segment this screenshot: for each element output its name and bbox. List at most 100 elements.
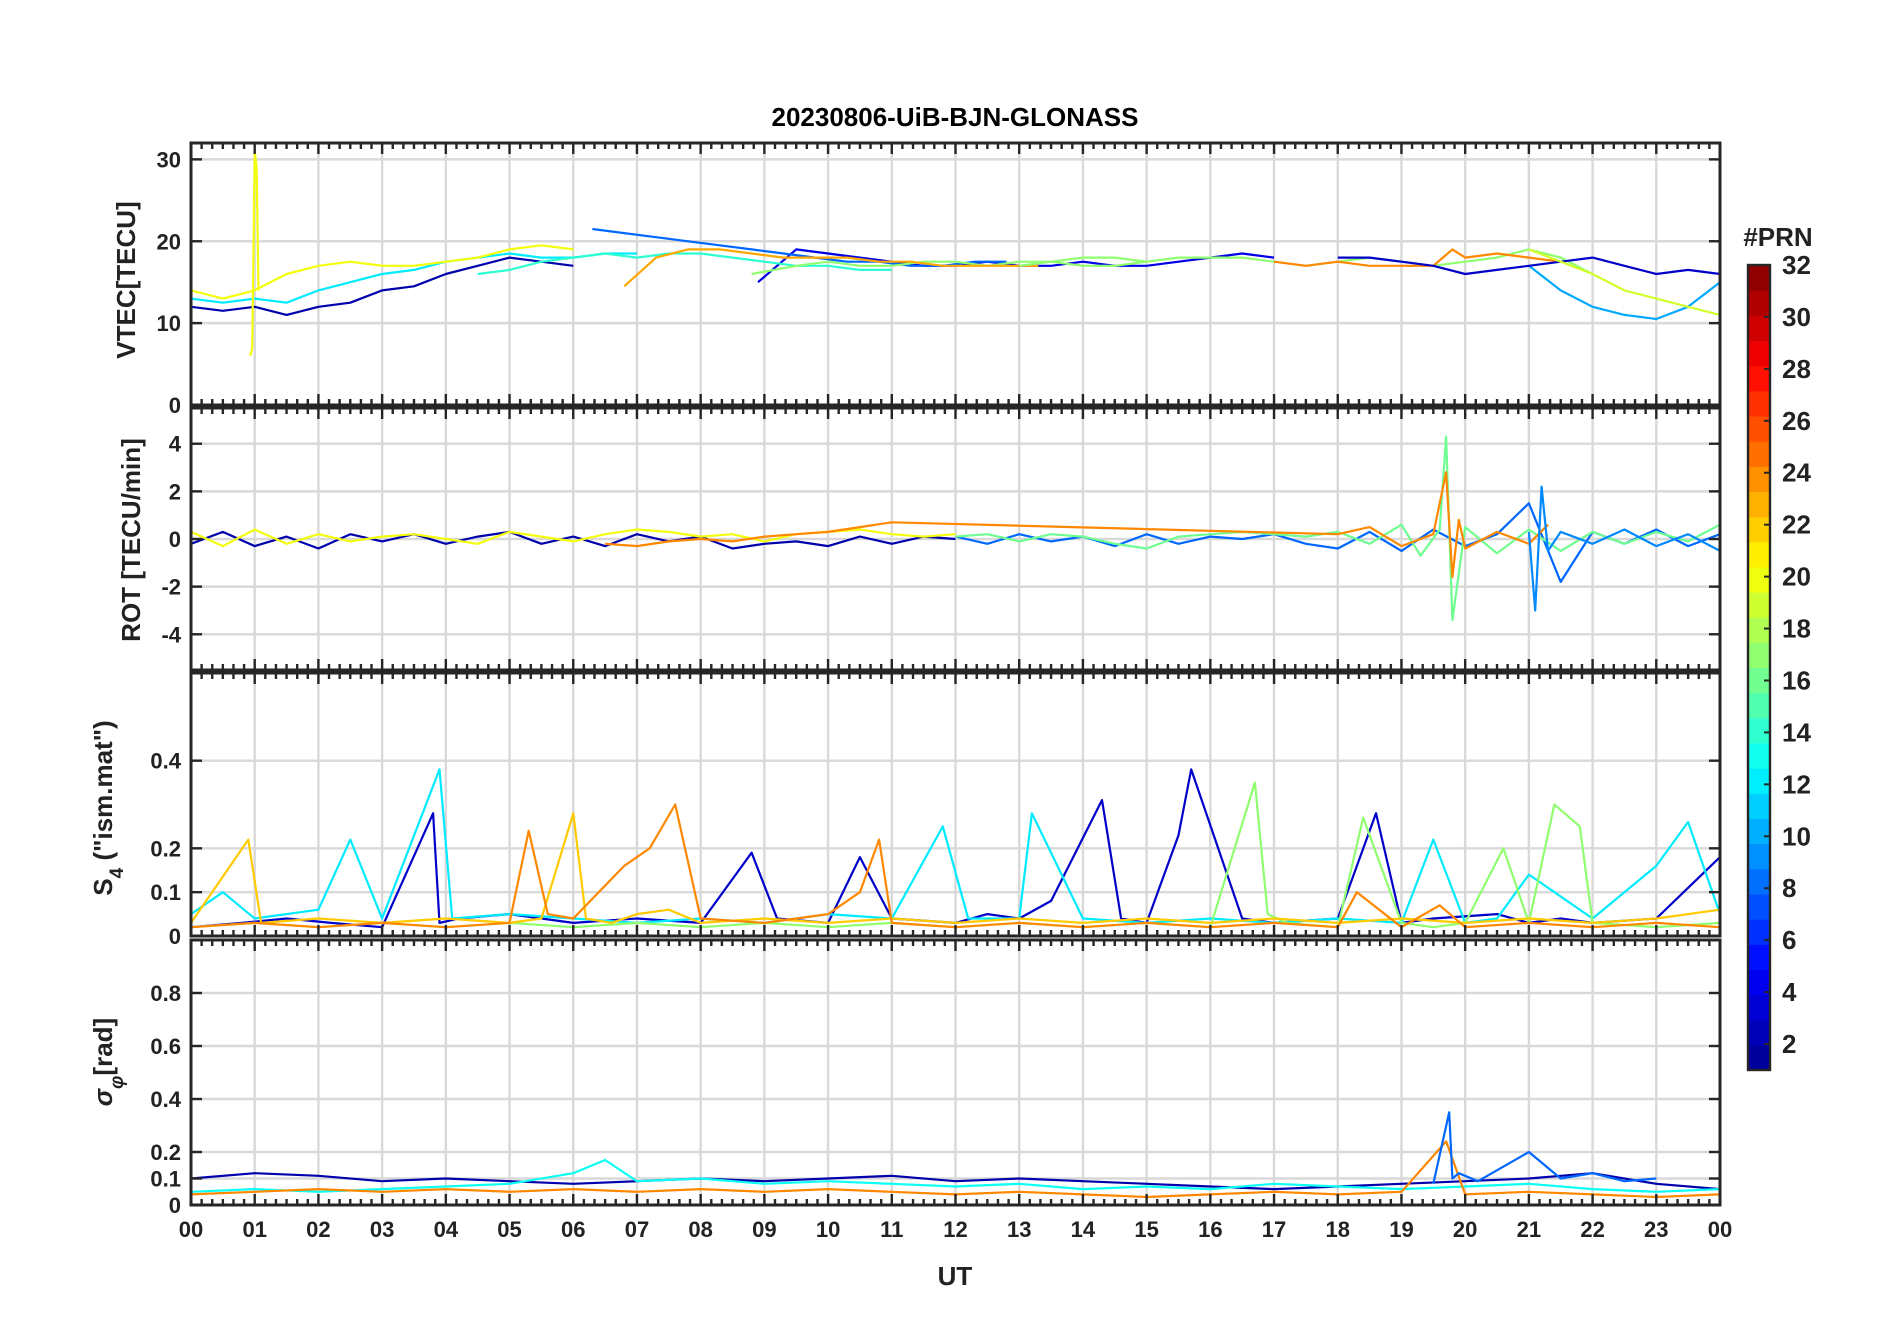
series-line-7 bbox=[190, 244, 574, 300]
y-tick-label: 30 bbox=[157, 147, 181, 172]
colorbar-segment bbox=[1748, 541, 1770, 568]
colorbar-label: #PRN bbox=[1743, 222, 1812, 252]
x-tick-label: 14 bbox=[1071, 1217, 1096, 1242]
figure-title: 20230806-UiB-BJN-GLONASS bbox=[771, 102, 1138, 132]
colorbar-tick-label: 32 bbox=[1782, 250, 1811, 280]
y-tick-label: -2 bbox=[161, 575, 181, 600]
series-line-9 bbox=[1019, 248, 1594, 275]
x-tick-label: 03 bbox=[370, 1217, 394, 1242]
x-tick-label: 11 bbox=[880, 1217, 903, 1242]
colorbar-segment bbox=[1748, 265, 1770, 291]
colorbar-segment bbox=[1748, 415, 1770, 442]
x-tick-label: 07 bbox=[625, 1217, 649, 1242]
colorbar-tick-label: 26 bbox=[1782, 406, 1811, 436]
colorbar-segment bbox=[1748, 893, 1770, 920]
x-tick-label: 22 bbox=[1580, 1217, 1604, 1242]
y-tick-label: 0 bbox=[169, 527, 181, 552]
x-tick-label: 00 bbox=[179, 1217, 203, 1242]
series-line-3 bbox=[190, 812, 1721, 924]
y-tick-label: 0 bbox=[169, 1193, 181, 1218]
y-tick-label: 0.4 bbox=[150, 1087, 181, 1112]
y-tick-label: -4 bbox=[161, 622, 181, 647]
x-tick-label: 01 bbox=[242, 1217, 266, 1242]
colorbar-segment bbox=[1748, 944, 1770, 970]
y-tick-label: 0.4 bbox=[150, 749, 181, 774]
series-line-0 bbox=[190, 256, 574, 316]
colorbar-tick-label: 6 bbox=[1782, 925, 1796, 955]
colorbar-segment bbox=[1748, 642, 1770, 669]
colorbar-tick-label: 16 bbox=[1782, 665, 1811, 695]
colorbar-segment bbox=[1748, 919, 1770, 945]
colorbar-tick-label: 2 bbox=[1782, 1029, 1796, 1059]
series-line-12 bbox=[1528, 248, 1721, 316]
series-line-5 bbox=[477, 252, 892, 276]
x-tick-label: 19 bbox=[1389, 1217, 1413, 1242]
colorbar-segment bbox=[1748, 365, 1770, 392]
y-tick-label: 0 bbox=[169, 924, 181, 949]
x-tick-label: 13 bbox=[1007, 1217, 1031, 1242]
colorbar-tick-label: 10 bbox=[1782, 821, 1811, 851]
y-tick-label: 20 bbox=[157, 229, 181, 254]
x-tick-label: 21 bbox=[1517, 1217, 1541, 1242]
x-tick-label: 15 bbox=[1134, 1217, 1158, 1242]
series-line-4 bbox=[190, 803, 1721, 929]
x-tick-label: 17 bbox=[1262, 1217, 1286, 1242]
y-tick-label: 2 bbox=[169, 479, 181, 504]
y-tick-label: 0 bbox=[169, 393, 181, 418]
colorbar-segment bbox=[1748, 491, 1770, 518]
series-line-1 bbox=[190, 768, 1722, 924]
y-tick-label: 0.1 bbox=[150, 1167, 181, 1192]
colorbar-tick-label: 8 bbox=[1782, 873, 1796, 903]
series-line-0 bbox=[190, 1172, 1721, 1191]
y-tick-label: 0.1 bbox=[150, 880, 181, 905]
x-tick-label: 18 bbox=[1326, 1217, 1350, 1242]
colorbar-segment bbox=[1748, 1019, 1770, 1046]
colorbar-tick-label: 4 bbox=[1782, 977, 1797, 1007]
x-tick-label: 06 bbox=[561, 1217, 585, 1242]
colorbar-segment bbox=[1748, 793, 1770, 820]
xlabel-ut: UT bbox=[938, 1261, 973, 1291]
colorbar-segment bbox=[1748, 818, 1770, 845]
x-tick-label: 10 bbox=[816, 1217, 840, 1242]
y-tick-label: 4 bbox=[169, 432, 182, 457]
series-line-11 bbox=[1337, 256, 1721, 276]
panel-sigma-phi: 00.10.2 0.4 0.6 0.8 00 01 02 03 04 05 06 07 08 09 10 11… bbox=[150, 938, 1732, 1242]
colorbar-segment bbox=[1748, 994, 1770, 1021]
x-tick-label: 02 bbox=[306, 1217, 330, 1242]
colorbar-segment bbox=[1748, 340, 1770, 367]
colorbar-segment bbox=[1748, 592, 1770, 618]
panel-vtec: 0 10 20 30 bbox=[157, 141, 1722, 418]
y-tick-label: 0.8 bbox=[150, 981, 181, 1006]
series-line-3 bbox=[955, 435, 1721, 622]
series-line-5 bbox=[1527, 485, 1721, 612]
ylabel-sigma-phi: σφ[rad] bbox=[88, 1018, 128, 1106]
colorbar-tick-label: 30 bbox=[1782, 302, 1811, 332]
colorbar-tick-label: 12 bbox=[1782, 769, 1811, 799]
x-tick-label: 12 bbox=[943, 1217, 967, 1242]
colorbar-tick-label: 14 bbox=[1782, 717, 1811, 747]
colorbar-tick-label: 20 bbox=[1782, 562, 1811, 592]
series-line-8 bbox=[623, 248, 1039, 288]
colorbar-frame bbox=[1746, 263, 1772, 1072]
x-tick-label: 16 bbox=[1198, 1217, 1222, 1242]
y-tick-label: 0.6 bbox=[150, 1034, 181, 1059]
x-tick-label: 23 bbox=[1644, 1217, 1668, 1242]
x-tick-label: 04 bbox=[434, 1217, 459, 1242]
colorbar-segment bbox=[1748, 290, 1770, 316]
colorbar-segment bbox=[1748, 969, 1770, 996]
series-line-4 bbox=[190, 252, 637, 304]
series-line-0 bbox=[190, 530, 956, 550]
ylabel-s4: S4 ("ism.mat") bbox=[88, 720, 128, 895]
series-line-6 bbox=[751, 256, 1147, 276]
series-line-3 bbox=[1432, 1111, 1657, 1185]
series-line-4 bbox=[605, 471, 1549, 579]
colorbar-segment bbox=[1748, 717, 1770, 744]
colorbar-tick-label: 18 bbox=[1782, 614, 1811, 644]
y-tick-label: 10 bbox=[157, 311, 181, 336]
colorbar-segment bbox=[1748, 768, 1770, 794]
panel-rot: -4 -2 0 2 4 bbox=[161, 406, 1722, 672]
colorbar-segment bbox=[1748, 566, 1770, 593]
colorbar-segment bbox=[1748, 1044, 1770, 1071]
